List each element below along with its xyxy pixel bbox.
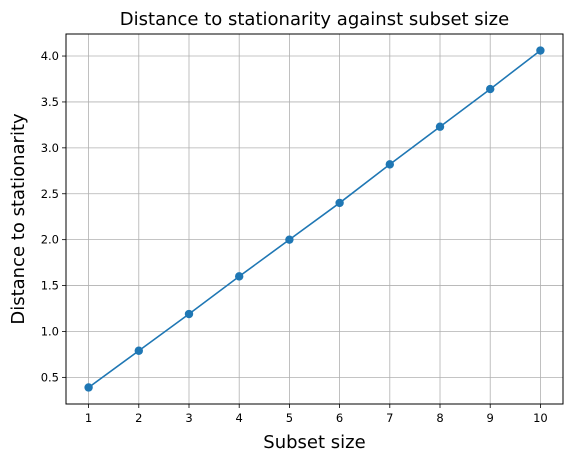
data-point bbox=[285, 235, 294, 244]
data-point bbox=[184, 309, 194, 319]
y-tick-label: 2.0 bbox=[41, 233, 59, 247]
x-tick-label: 8 bbox=[436, 411, 443, 425]
data-point bbox=[536, 46, 545, 55]
data-point bbox=[84, 383, 93, 392]
y-tick-label: 3.0 bbox=[41, 141, 59, 155]
data-point bbox=[435, 122, 445, 131]
grid bbox=[66, 34, 563, 404]
y-tick-label: 1.5 bbox=[41, 279, 59, 293]
data-point bbox=[234, 272, 244, 281]
data-point bbox=[385, 160, 395, 169]
x-tick-label: 2 bbox=[135, 411, 142, 425]
x-tick-label: 10 bbox=[533, 411, 548, 425]
axes-frame bbox=[65, 33, 564, 405]
data-point bbox=[134, 346, 143, 355]
data-point bbox=[335, 198, 344, 208]
x-tick-label: 4 bbox=[236, 411, 243, 425]
x-tick-label: 3 bbox=[185, 411, 192, 425]
y-tick-label: 0.5 bbox=[41, 370, 59, 384]
y-tick-label: 2.5 bbox=[41, 187, 59, 201]
x-axis-label: Subset size bbox=[263, 432, 365, 453]
data-point bbox=[486, 84, 495, 94]
series-line bbox=[88, 49, 541, 389]
x-tick-label: 9 bbox=[487, 411, 494, 425]
x-tick-label: 7 bbox=[386, 411, 393, 425]
x-tick-label: 1 bbox=[85, 411, 92, 425]
x-tick-label: 5 bbox=[286, 411, 293, 425]
series-layer bbox=[84, 46, 545, 392]
ticks: 1 2 3 4 5 6 7 8 9 10 0.5 1.0 1.5 2.0 2.5 3.0 3.5 4.0 bbox=[41, 49, 548, 425]
y-tick-label: 1.0 bbox=[41, 324, 59, 338]
x-tick-label: 6 bbox=[336, 411, 343, 425]
y-tick-label: 4.0 bbox=[41, 49, 59, 63]
y-tick-label: 3.5 bbox=[41, 95, 59, 109]
chart-title: Distance to stationarity against subset … bbox=[120, 9, 509, 30]
y-axis-label: Distance to stationarity bbox=[8, 113, 29, 325]
